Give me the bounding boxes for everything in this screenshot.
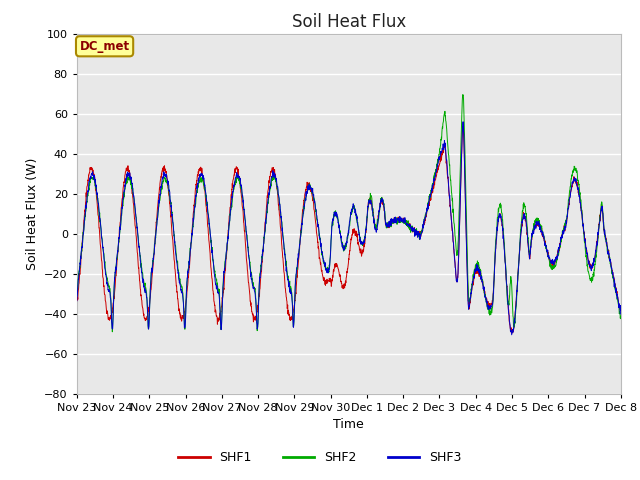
Y-axis label: Soil Heat Flux (W): Soil Heat Flux (W) xyxy=(26,157,38,270)
X-axis label: Time: Time xyxy=(333,418,364,431)
Legend: SHF1, SHF2, SHF3: SHF1, SHF2, SHF3 xyxy=(173,446,467,469)
Text: DC_met: DC_met xyxy=(79,40,130,53)
Title: Soil Heat Flux: Soil Heat Flux xyxy=(292,12,406,31)
